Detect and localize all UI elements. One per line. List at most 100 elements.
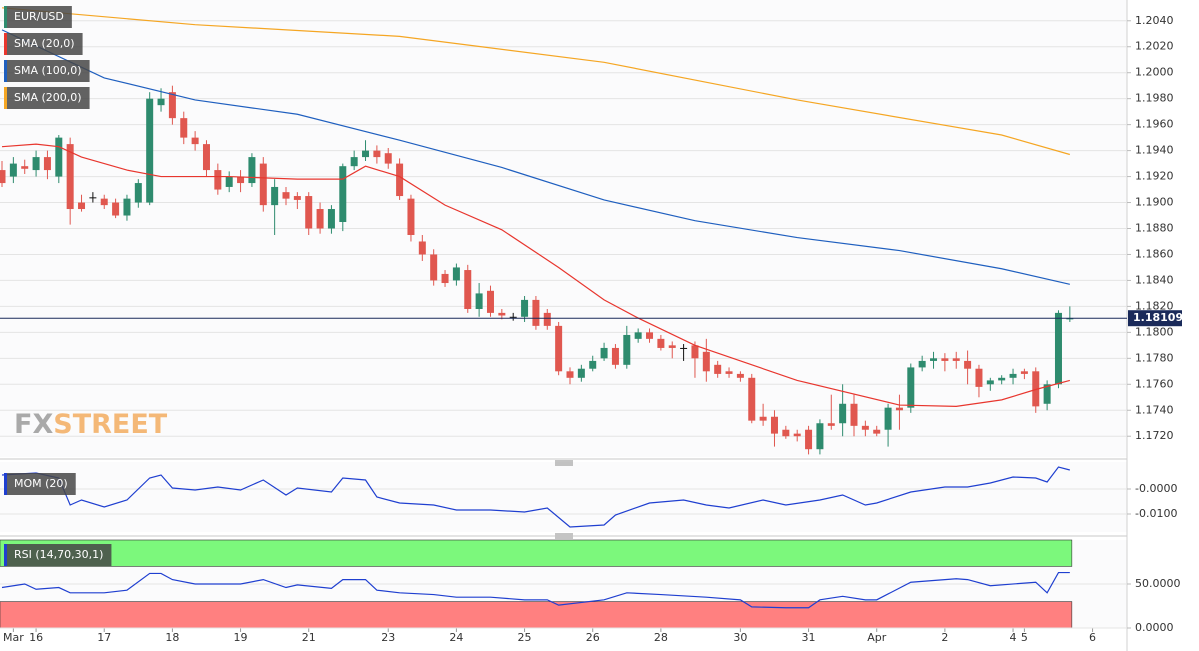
candle-body [964,360,972,369]
candle-body [907,367,915,408]
legend-swatch [4,60,7,82]
x-tick-label: 5 [1021,631,1028,644]
candle-body [168,92,176,119]
legend-label: MOM (20) [14,477,68,490]
candle-body [827,423,835,426]
x-tick-label: 19 [234,631,248,644]
candle-body [271,186,279,206]
indicator-line [1,571,1070,609]
candle-body [55,137,63,177]
x-tick-label: Mar [3,631,24,644]
x-tick-label: 25 [518,631,532,644]
legend-item: SMA (100,0) [4,60,90,82]
candle-body [952,358,960,361]
candle-body [748,377,756,421]
legend-swatch [4,6,7,28]
candle-body [782,429,790,437]
candle-body [646,332,654,339]
legend-box [4,473,76,495]
y-tick-label: -0.0000 [1135,482,1177,495]
legend-item: SMA (20,0) [4,33,83,55]
candle-body [0,170,6,184]
candle-body [259,163,267,206]
candle-body [202,144,210,171]
y-tick-label: 1.1940 [1135,144,1174,157]
candle-body [452,267,460,281]
candle-body [793,433,801,437]
candle-body [1043,384,1051,404]
candle-body [680,347,688,349]
candle-body [986,380,994,385]
candle-body [305,196,313,229]
y-tick-label: 1.1760 [1135,377,1174,390]
candle-body [589,360,597,369]
resize-handle[interactable] [555,533,573,539]
candle-body [327,209,335,229]
y-tick-label: 1.2040 [1135,14,1174,27]
x-tick-label: 2 [941,631,948,644]
candle-body [1066,318,1074,320]
rsi-zone [0,539,1073,567]
legend-box [4,6,72,28]
x-tick-label: 26 [586,631,600,644]
legend-label: SMA (100,0) [14,64,82,77]
legend-box [4,544,112,566]
x-tick-label: 16 [29,631,43,644]
candle-body [816,423,824,450]
y-tick-label: 1.1860 [1135,247,1174,260]
candle-body [941,358,949,361]
x-tick-label: 6 [1089,631,1096,644]
sma-line [1,7,1071,156]
candle-body [384,153,392,164]
legend-label: EUR/USD [14,10,64,23]
candle-body [532,299,540,326]
y-tick-label: 1.1740 [1135,403,1174,416]
y-tick-label: 1.1800 [1135,325,1174,338]
candle-body [100,198,108,206]
candle-body [339,166,347,223]
y-tick-label: 1.1980 [1135,92,1174,105]
y-tick-label: 1.1880 [1135,222,1174,235]
y-tick-label: 0.0000 [1135,621,1174,634]
candle-body [214,170,222,190]
candle-body [237,176,245,184]
candle-body [930,358,938,361]
legend-swatch [4,33,7,55]
legend-label: RSI (14,70,30,1) [14,548,103,561]
candle-body [1054,312,1062,385]
x-tick-label: 17 [97,631,111,644]
x-tick-label: 21 [302,631,316,644]
candle-body [566,371,574,378]
x-tick-label: 4 [1010,631,1017,644]
candle-body [157,98,165,106]
watermark-street: STREET [53,409,168,440]
resize-handle[interactable] [555,460,573,466]
candle-body [884,407,892,430]
watermark: FXSTREET [14,409,168,440]
candle-body [577,368,585,378]
candle-body [316,209,324,229]
candle-body [873,429,881,434]
candle-body [725,371,733,374]
mom-plot-bg [0,462,1127,532]
candle-body [498,312,506,316]
candle-body [441,273,449,284]
candle-body [9,163,17,177]
x-tick-label: 28 [654,631,668,644]
rsi-zone [0,601,1073,629]
x-tick-label: 24 [449,631,463,644]
y-tick-label: 1.1920 [1135,170,1174,183]
candle-body [555,325,563,372]
candle-body [1020,371,1028,374]
candle-body [543,312,551,326]
legend-box [4,33,83,55]
candle-body [43,157,51,171]
candle-body [691,345,699,359]
candle-body [895,407,903,411]
candle-body [225,176,233,187]
candle-body [293,196,301,200]
candle-body [770,416,778,434]
candle-body [998,377,1006,381]
indicator-line [1,466,1070,528]
